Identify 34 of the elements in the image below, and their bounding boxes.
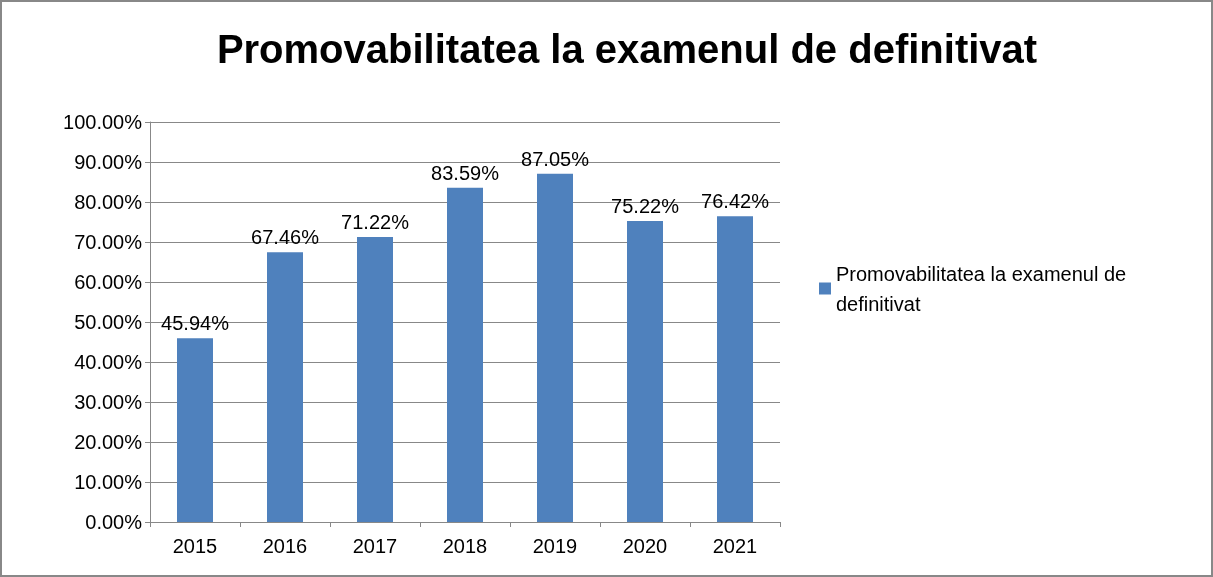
data-label: 76.42% <box>701 190 770 213</box>
y-tick-label: 80.00% <box>74 191 143 213</box>
data-label: 45.94% <box>161 312 230 335</box>
chart-title: Promovabilitatea la examenul de definitivat <box>216 27 1038 71</box>
x-tick-label: 2015 <box>172 535 218 557</box>
bar <box>717 216 753 522</box>
y-tick-label: 90.00% <box>74 151 143 173</box>
y-tick-label: 50.00% <box>74 311 143 333</box>
data-label: 87.05% <box>521 147 590 170</box>
x-tick-label: 2017 <box>352 535 398 557</box>
data-label: 75.22% <box>611 195 680 218</box>
bar <box>537 173 573 522</box>
data-label: 71.22% <box>341 211 410 234</box>
bar <box>447 187 483 522</box>
y-tick-label: 10.00% <box>74 471 143 493</box>
x-tick-label: 2019 <box>532 535 578 557</box>
bar <box>267 252 303 522</box>
x-tick-label: 2020 <box>622 535 668 557</box>
y-tick-label: 100.00% <box>63 111 143 133</box>
bar <box>357 237 393 522</box>
bar <box>627 221 663 522</box>
data-label: 67.46% <box>251 226 320 249</box>
y-tick-label: 70.00% <box>74 231 143 253</box>
bar <box>177 338 213 522</box>
x-tick-label: 2018 <box>442 535 488 557</box>
x-tick-label: 2016 <box>262 535 308 557</box>
y-tick-label: 40.00% <box>74 351 143 373</box>
y-tick-label: 0.00% <box>85 511 143 533</box>
y-tick-label: 60.00% <box>74 271 143 293</box>
y-tick-label: 30.00% <box>74 391 143 413</box>
x-tick-label: 2021 <box>712 535 758 557</box>
legend-label: Promovabilitatea la examenul de definitivat <box>836 262 1132 315</box>
y-tick-label: 20.00% <box>74 431 143 453</box>
data-label: 83.59% <box>431 161 500 184</box>
